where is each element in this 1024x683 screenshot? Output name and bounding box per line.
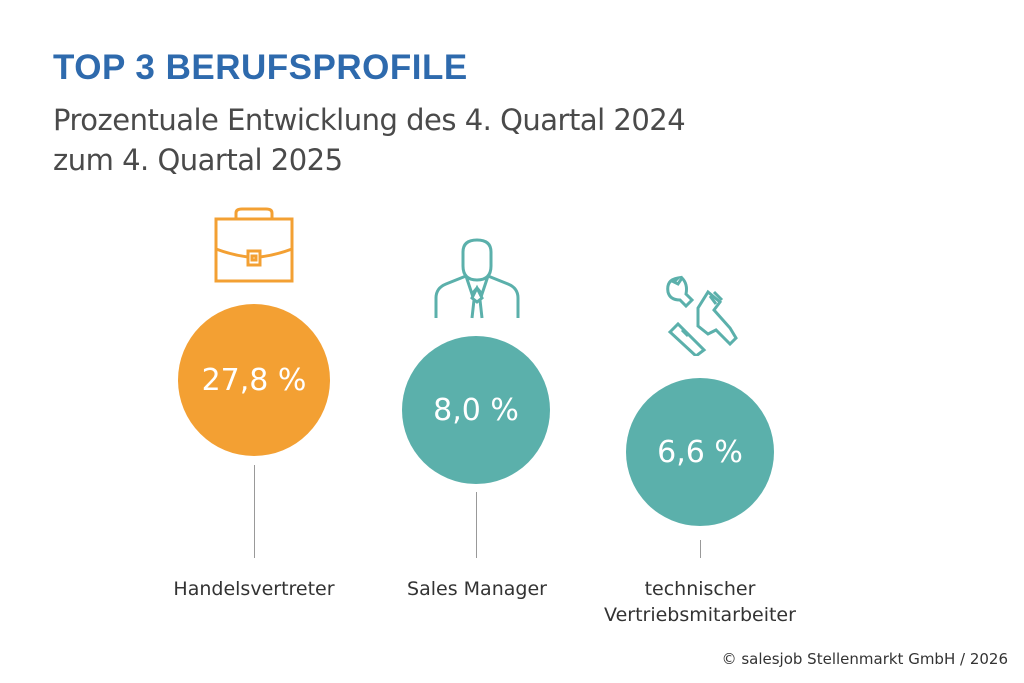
category-label-line: Vertriebsmitarbeiter bbox=[604, 604, 796, 626]
bubble-handelsvertreter: 27,8 % bbox=[178, 304, 330, 456]
value-label: 27,8 % bbox=[201, 362, 307, 398]
bubble-sales-manager: 8,0 % bbox=[402, 336, 550, 484]
value-label: 8,0 % bbox=[433, 392, 519, 428]
category-label: Sales Manager bbox=[407, 578, 547, 600]
category-label: Handelsvertreter bbox=[173, 578, 335, 600]
subtitle-line-2: zum 4. Quartal 2025 bbox=[53, 143, 343, 177]
wrench-hand-icon bbox=[666, 275, 738, 356]
subtitle: Prozentuale Entwicklung des 4. Quartal 2… bbox=[53, 100, 686, 180]
connector-line bbox=[700, 540, 701, 558]
connector-line bbox=[476, 492, 477, 558]
briefcase-icon bbox=[214, 207, 294, 283]
connector-line bbox=[254, 465, 255, 558]
category-label: technischer Vertriebsmitarbeiter bbox=[580, 576, 820, 628]
businessman-icon bbox=[434, 238, 520, 319]
copyright: © salesjob Stellenmarkt GmbH / 2026 bbox=[721, 650, 1008, 668]
category-label-line: technischer bbox=[644, 578, 756, 600]
bubble-technischer-vertrieb: 6,6 % bbox=[626, 378, 774, 526]
subtitle-line-1: Prozentuale Entwicklung des 4. Quartal 2… bbox=[53, 103, 686, 137]
page-title: TOP 3 BERUFSPROFILE bbox=[53, 48, 468, 87]
value-label: 6,6 % bbox=[657, 434, 743, 470]
